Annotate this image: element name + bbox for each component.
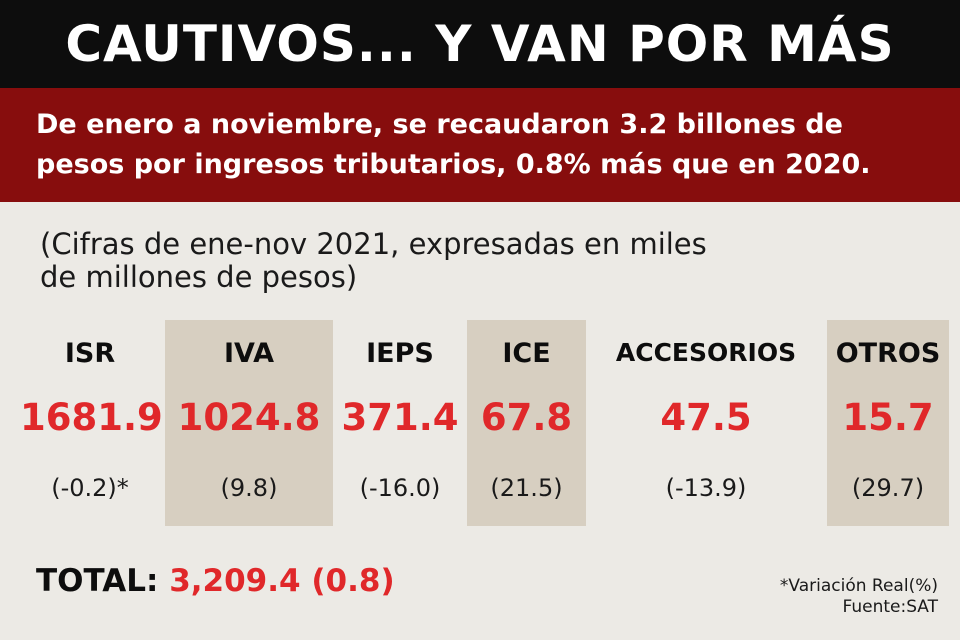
category-value-otros: 15.7: [842, 396, 934, 439]
category-variation-isr: (-0.2)*: [51, 474, 129, 502]
total-label: TOTAL:: [36, 563, 159, 599]
units-note-line-1: (Cifras de ene-nov 2021, expresadas en m…: [40, 227, 707, 261]
category-variation-ieps: (-16.0): [359, 474, 441, 502]
subtitle-bar: De enero a noviembre, se recaudaron 3.2 …: [0, 88, 960, 202]
footnote-variation: *Variación Real(%): [779, 576, 938, 596]
category-label-accesorios: ACCESORIOS: [615, 338, 797, 367]
column-shade-ice: [467, 320, 586, 526]
category-value-accesorios: 47.5: [660, 396, 752, 439]
category-label-iva: IVA: [223, 338, 274, 369]
subtitle-line-1: De enero a noviembre, se recaudaron 3.2 …: [36, 109, 843, 140]
category-variation-otros: (29.7): [851, 474, 925, 502]
category-variation-iva: (9.8): [220, 474, 278, 502]
title-bar: CAUTIVOS... Y VAN POR MÁS: [0, 0, 960, 88]
category-value-iva: 1024.8: [177, 396, 321, 439]
category-value-isr: 1681.9: [20, 396, 163, 439]
column-shade-otros: [827, 320, 949, 526]
category-label-isr: ISR: [64, 338, 116, 369]
footnote-source: Fuente:SAT: [842, 597, 938, 617]
column-shade-iva: [165, 320, 333, 526]
category-label-ieps: IEPS: [366, 338, 434, 369]
category-variation-accesorios: (-13.9): [665, 474, 747, 502]
category-value-ice: 67.8: [480, 396, 573, 439]
total-line: TOTAL: 3,209.4 (0.8): [36, 563, 395, 599]
page-title: CAUTIVOS... Y VAN POR MÁS: [65, 15, 895, 73]
footnote: *Variación Real(%) Fuente:SAT: [780, 576, 938, 618]
category-value-ieps: 371.4: [341, 396, 459, 439]
units-note: (Cifras de ene-nov 2021, expresadas en m…: [40, 228, 900, 294]
category-label-ice: ICE: [502, 338, 551, 369]
category-variation-ice: (21.5): [490, 474, 563, 502]
total-value: 3,209.4 (0.8): [169, 563, 395, 599]
category-label-otros: OTROS: [835, 338, 941, 369]
subtitle-line-2: pesos por ingresos tributarios, 0.8% más…: [36, 149, 871, 180]
units-note-line-2: de millones de pesos): [40, 260, 358, 294]
